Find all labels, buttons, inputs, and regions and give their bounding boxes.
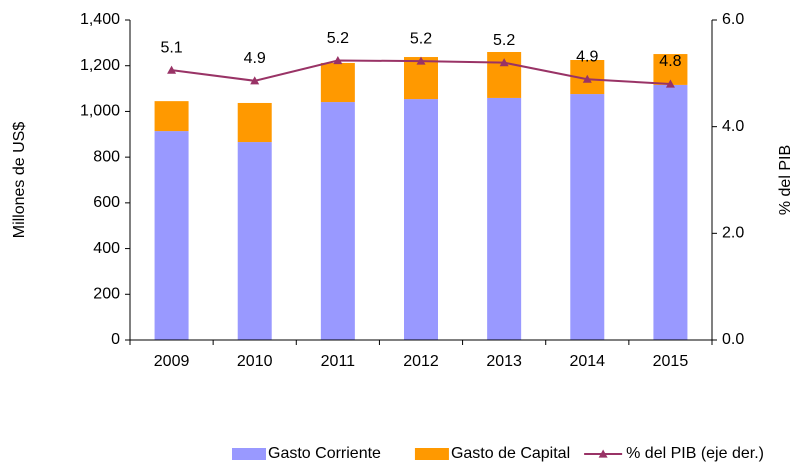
data-label: 5.2 [493, 32, 515, 49]
y-axis-label: Millones de US$ [11, 122, 28, 239]
legend-marker [598, 449, 608, 458]
y2-tick-label: 4.0 [722, 118, 744, 135]
bar [154, 101, 189, 132]
x-tick-label: 2015 [653, 353, 689, 370]
y-tick-label: 0 [111, 331, 120, 348]
bar [320, 102, 355, 340]
x-tick-label: 2014 [569, 353, 605, 370]
line-marker [333, 56, 343, 65]
bar [570, 94, 605, 340]
y-tick-label: 1,200 [80, 57, 120, 74]
data-label: 5.2 [410, 30, 432, 47]
legend-label: % del PIB (eje der.) [626, 445, 764, 462]
y-tick-label: 400 [93, 240, 120, 257]
x-tick-label: 2009 [154, 353, 190, 370]
y-tick-label: 1,000 [80, 103, 120, 120]
y-tick-label: 200 [93, 286, 120, 303]
legend-swatch [232, 448, 266, 460]
line-marker [167, 65, 177, 74]
x-tick-label: 2013 [486, 353, 522, 370]
legend-label: Gasto Corriente [268, 445, 381, 462]
data-label: 4.9 [576, 48, 598, 65]
y-tick-label: 1,400 [80, 11, 120, 28]
y2-axis-label: % del PIB [777, 145, 794, 215]
line-marker [582, 74, 592, 83]
line-marker [416, 56, 426, 65]
line-marker [250, 76, 260, 85]
y2-tick-label: 6.0 [722, 11, 744, 28]
bar [487, 97, 522, 340]
y-tick-label: 800 [93, 148, 120, 165]
data-label: 4.9 [244, 50, 266, 67]
bar [237, 102, 272, 143]
x-tick-label: 2010 [237, 353, 273, 370]
bar [154, 131, 189, 340]
data-label: 5.1 [160, 39, 182, 56]
bar [653, 84, 688, 341]
line-marker [499, 58, 509, 67]
y2-tick-label: 2.0 [722, 225, 744, 242]
line-marker [665, 79, 675, 88]
data-label: 5.2 [327, 30, 349, 47]
x-tick-label: 2011 [321, 353, 356, 370]
bar [320, 62, 355, 103]
bar [237, 142, 272, 340]
x-tick-label: 2012 [403, 353, 439, 370]
bar [404, 99, 438, 340]
y-tick-label: 600 [93, 194, 120, 211]
legend-swatch [414, 448, 449, 460]
data-label: 4.8 [659, 53, 681, 70]
y2-tick-label: 0.0 [722, 331, 744, 348]
legend-label: Gasto de Capital [451, 445, 570, 462]
